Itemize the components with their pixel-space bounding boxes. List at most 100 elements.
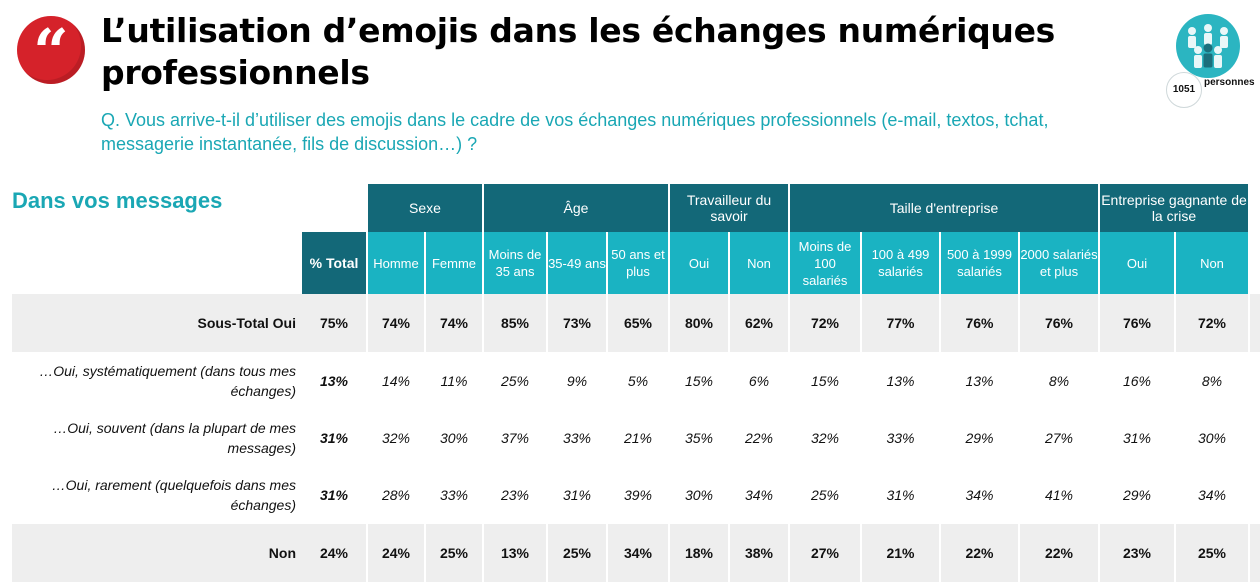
data-cell: 41% [1020, 466, 1100, 524]
data-cell: 31% [302, 409, 368, 466]
column-header: Femme [426, 232, 484, 294]
data-cell: 33% [426, 466, 484, 524]
sample-size-badge: 1051 [1166, 72, 1202, 108]
column-header: Moins de 100 salariés [790, 232, 862, 294]
data-cell: 74% [368, 294, 426, 352]
data-cell: 27% [790, 524, 862, 582]
column-header: 500 à 1999 salariés [941, 232, 1020, 294]
data-cell: 25% [426, 524, 484, 582]
data-cell: 13% [862, 352, 941, 409]
data-cell: 33% [862, 409, 941, 466]
data-cell: 28% [368, 466, 426, 524]
data-cell: 75% [302, 294, 368, 352]
row-shading [12, 294, 1260, 352]
row-label: …Oui, systématiquement (dans tous mes éc… [39, 362, 296, 399]
column-header: 2000 salariés et plus [1020, 232, 1100, 294]
data-cell: 22% [730, 409, 790, 466]
data-cell: 25% [790, 466, 862, 524]
row-label: …Oui, souvent (dans la plupart de mes me… [53, 419, 296, 456]
sample-size-label: personnes [1204, 77, 1255, 88]
data-cell: 22% [941, 524, 1020, 582]
data-cell: 34% [1176, 466, 1250, 524]
data-cell: 33% [548, 409, 608, 466]
data-cell: 31% [862, 466, 941, 524]
data-cell: 8% [1176, 352, 1250, 409]
data-cell: 65% [608, 294, 670, 352]
data-cell: 13% [484, 524, 548, 582]
data-cell: 27% [1020, 409, 1100, 466]
data-cell: 39% [608, 466, 670, 524]
data-cell: 14% [368, 352, 426, 409]
table-title: Dans vos messages [12, 188, 223, 213]
row-shading [12, 524, 1260, 582]
data-cell: 32% [790, 409, 862, 466]
data-cell: 21% [862, 524, 941, 582]
data-cell: 34% [608, 524, 670, 582]
data-cell: 34% [730, 466, 790, 524]
data-cell: 72% [1176, 294, 1250, 352]
total-column-header: % Total [302, 232, 368, 294]
column-header: 100 à 499 salariés [862, 232, 941, 294]
column-header: Non [730, 232, 790, 294]
data-cell: 31% [548, 466, 608, 524]
data-cell: 8% [1020, 352, 1100, 409]
column-header: 50 ans et plus [608, 232, 670, 294]
data-cell: 5% [608, 352, 670, 409]
data-cell: 24% [368, 524, 426, 582]
data-cell: 15% [670, 352, 730, 409]
data-cell: 38% [730, 524, 790, 582]
column-header: 35-49 ans [548, 232, 608, 294]
column-header: Oui [1100, 232, 1176, 294]
data-cell: 6% [730, 352, 790, 409]
data-cell: 16% [1100, 352, 1176, 409]
column-header: Moins de 35 ans [484, 232, 548, 294]
data-cell: 76% [1100, 294, 1176, 352]
data-cell: 25% [484, 352, 548, 409]
data-cell: 30% [670, 466, 730, 524]
column-header: Non [1176, 232, 1250, 294]
data-cell: 24% [302, 524, 368, 582]
data-cell: 62% [730, 294, 790, 352]
data-cell: 11% [426, 352, 484, 409]
data-cell: 22% [1020, 524, 1100, 582]
group-header: Travailleur du savoir [670, 184, 790, 232]
survey-question: Q. Vous arrive-t-il d’utiliser des emoji… [101, 110, 1049, 154]
group-header: Taille d'entreprise [790, 184, 1100, 232]
quote-glyph: “ [33, 15, 69, 88]
data-cell: 25% [548, 524, 608, 582]
group-header: Âge [484, 184, 670, 232]
data-cell: 34% [941, 466, 1020, 524]
data-cell: 30% [1176, 409, 1250, 466]
data-cell: 29% [941, 409, 1020, 466]
data-cell: 73% [548, 294, 608, 352]
data-cell: 25% [1176, 524, 1250, 582]
data-cell: 9% [548, 352, 608, 409]
data-cell: 31% [302, 466, 368, 524]
data-cell: 77% [862, 294, 941, 352]
group-header: Sexe [368, 184, 484, 232]
data-cell: 15% [790, 352, 862, 409]
data-cell: 21% [608, 409, 670, 466]
data-cell: 13% [941, 352, 1020, 409]
data-cell: 23% [1100, 524, 1176, 582]
data-cell: 31% [1100, 409, 1176, 466]
data-cell: 80% [670, 294, 730, 352]
row-label: …Oui, rarement (quelquefois dans mes éch… [51, 477, 296, 513]
data-cell: 32% [368, 409, 426, 466]
data-cell: 29% [1100, 466, 1176, 524]
data-cell: 74% [426, 294, 484, 352]
group-header: Entreprise gagnante de la crise [1100, 184, 1250, 232]
data-cell: 23% [484, 466, 548, 524]
data-cell: 72% [790, 294, 862, 352]
data-cell: 76% [941, 294, 1020, 352]
data-cell: 13% [302, 352, 368, 409]
data-cell: 18% [670, 524, 730, 582]
row-label: Non [268, 545, 296, 561]
data-cell: 76% [1020, 294, 1100, 352]
row-label: Sous-Total Oui [197, 315, 296, 331]
column-header: Homme [368, 232, 426, 294]
data-cell: 85% [484, 294, 548, 352]
quote-icon: “ [17, 15, 85, 88]
data-cell: 37% [484, 409, 548, 466]
